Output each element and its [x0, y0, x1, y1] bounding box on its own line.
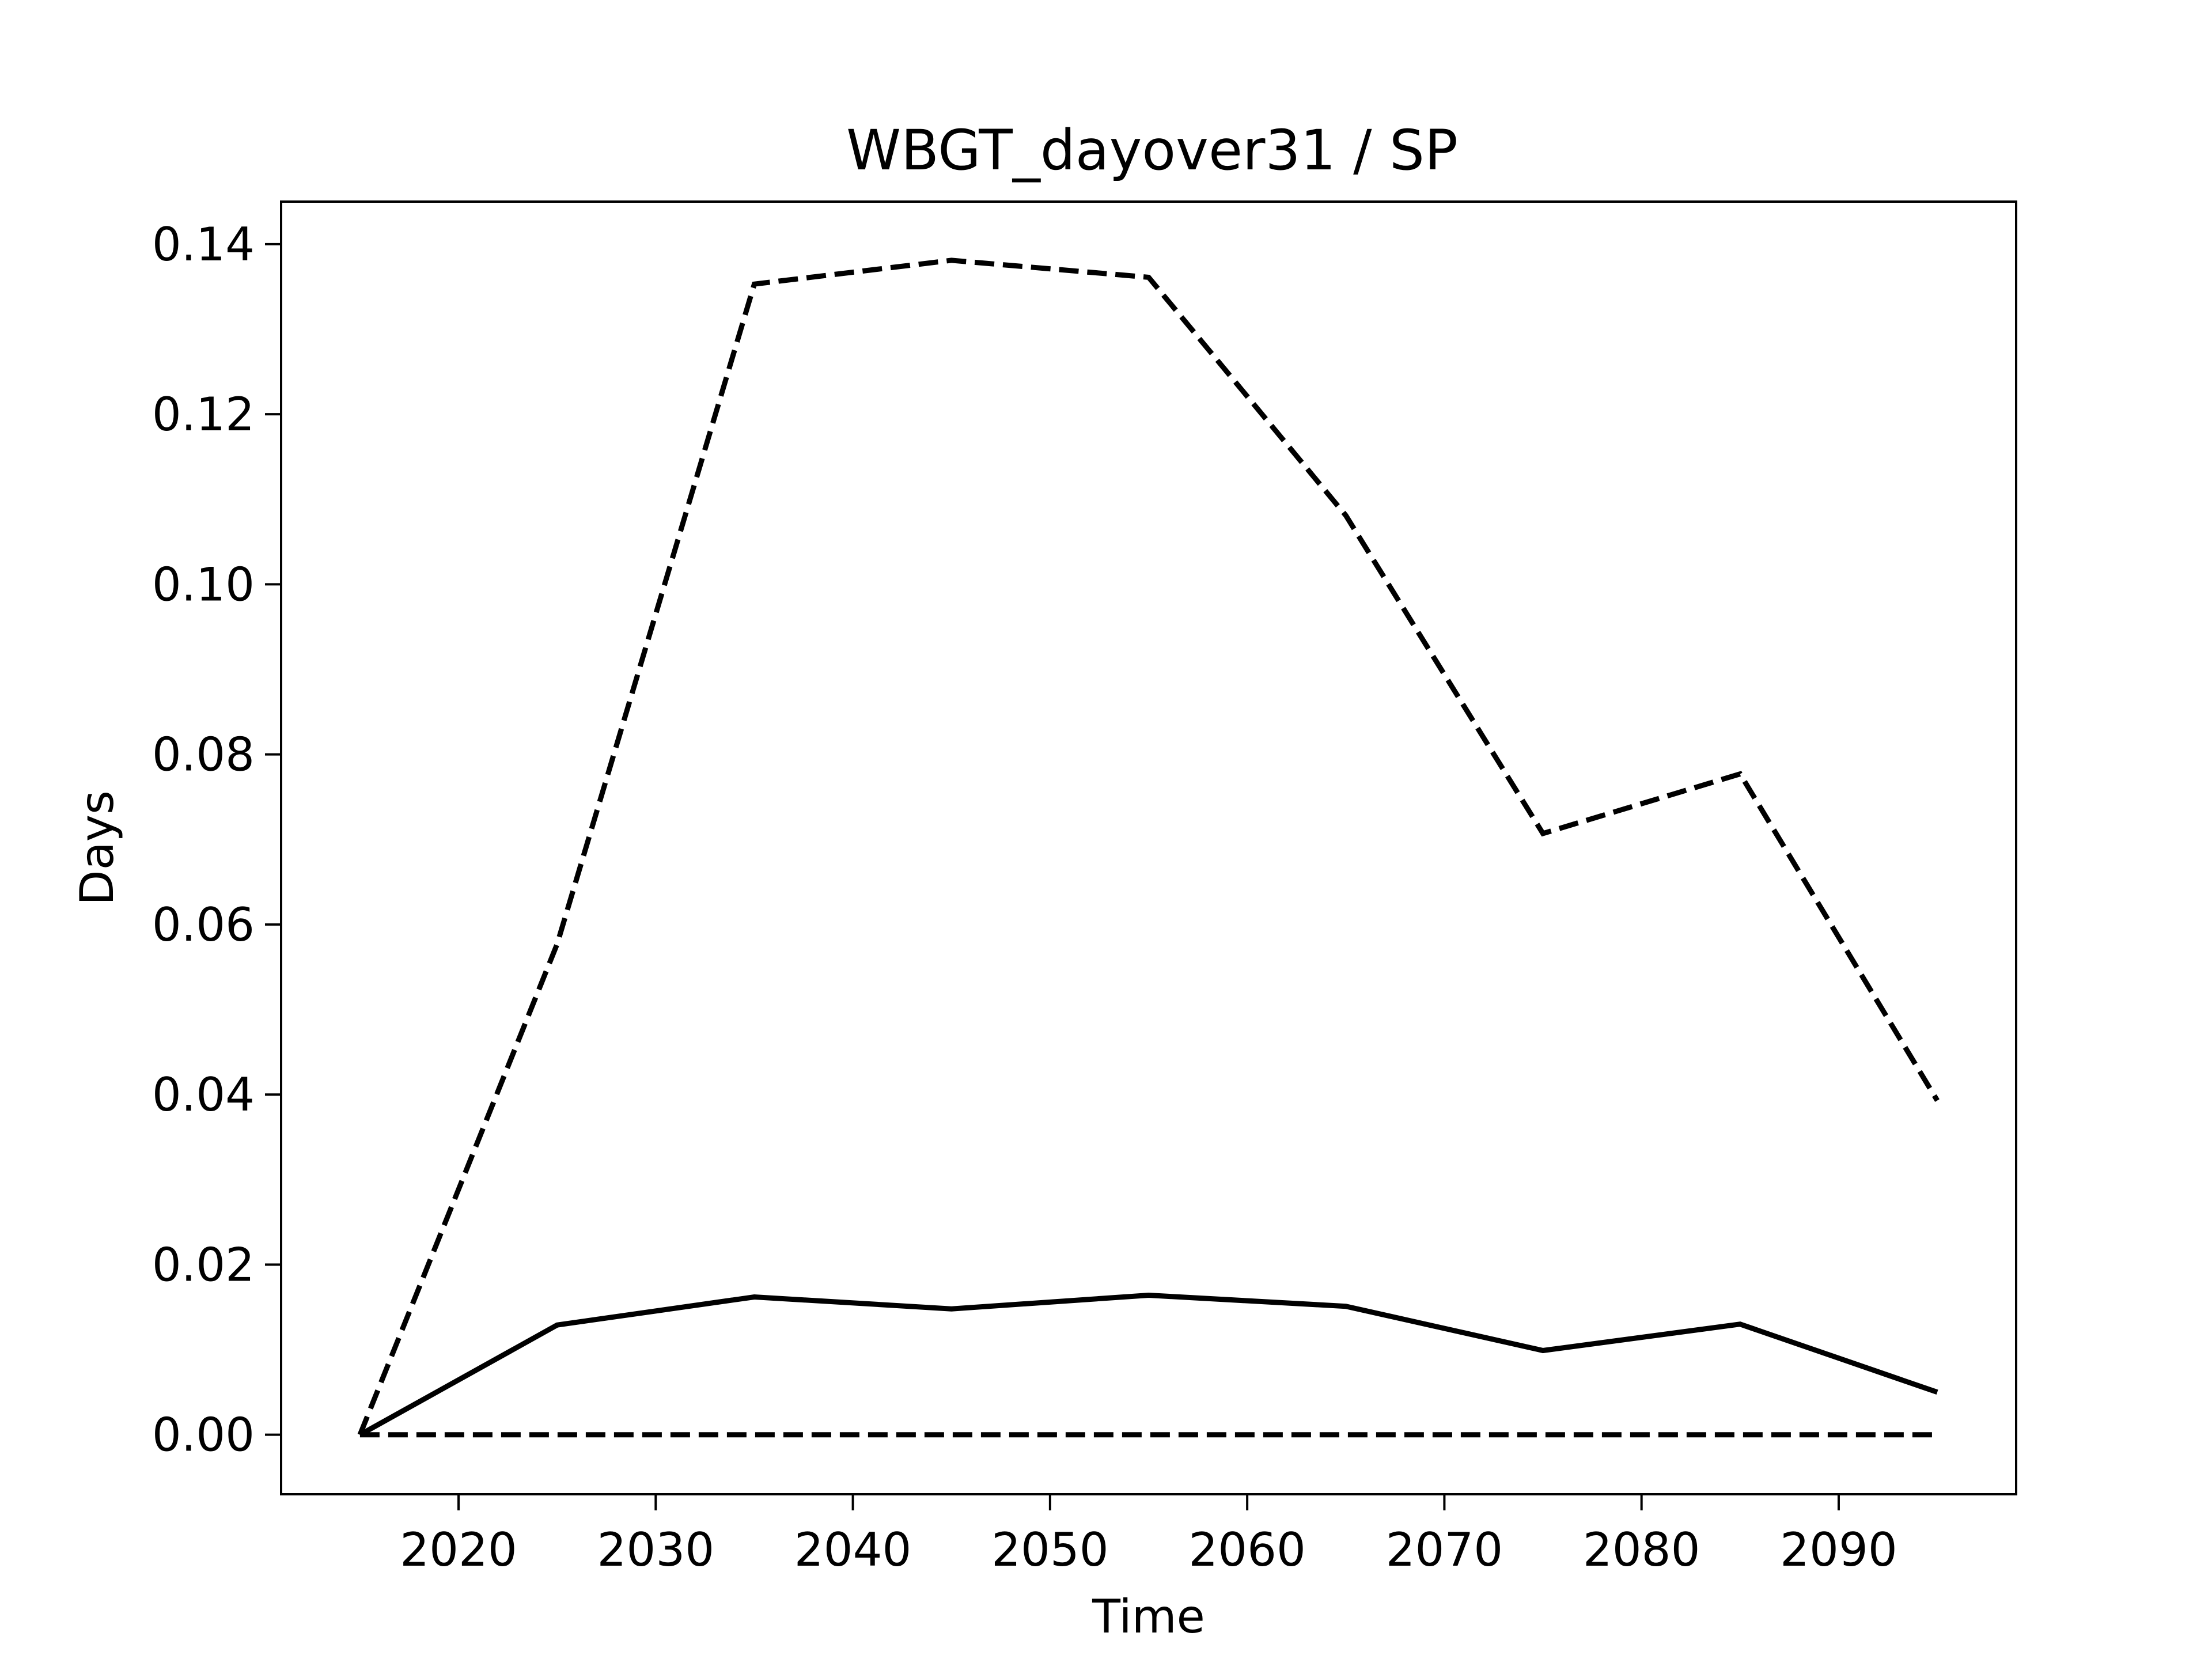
x-tick-label: 2040 — [794, 1523, 912, 1577]
x-tick-label: 2020 — [400, 1523, 517, 1577]
x-axis: 2020 2030 2040 2050 2060 2070 2080 2090 — [400, 1494, 1897, 1577]
y-tick-label: 0.10 — [152, 558, 255, 611]
x-tick-label: 2060 — [1188, 1523, 1306, 1577]
y-axis: 0.00 0.02 0.04 0.06 0.08 0.10 0.12 0.14 — [152, 218, 281, 1462]
chart-title: WBGT_dayover31 / SP — [846, 118, 1458, 183]
y-tick-label: 0.02 — [152, 1238, 255, 1291]
y-tick-label: 0.12 — [152, 388, 255, 441]
x-tick-label: 2090 — [1780, 1523, 1897, 1577]
y-tick-label: 0.00 — [152, 1408, 255, 1462]
x-tick-label: 2050 — [991, 1523, 1109, 1577]
series-line-1 — [357, 257, 1940, 1436]
series-layer — [357, 257, 1940, 1438]
y-axis-label: Days — [70, 790, 124, 906]
x-tick-label: 2080 — [1583, 1523, 1700, 1577]
plot-frame — [280, 200, 2017, 1495]
series-line-2 — [358, 1292, 1938, 1437]
y-tick-label: 0.14 — [152, 218, 255, 271]
y-tick-label: 0.06 — [152, 898, 255, 952]
y-tick-label: 0.04 — [152, 1068, 255, 1122]
y-tick-label: 0.08 — [152, 728, 255, 782]
x-axis-label: Time — [1092, 1590, 1205, 1643]
x-tick-label: 2030 — [597, 1523, 715, 1577]
x-tick-label: 2070 — [1386, 1523, 1503, 1577]
